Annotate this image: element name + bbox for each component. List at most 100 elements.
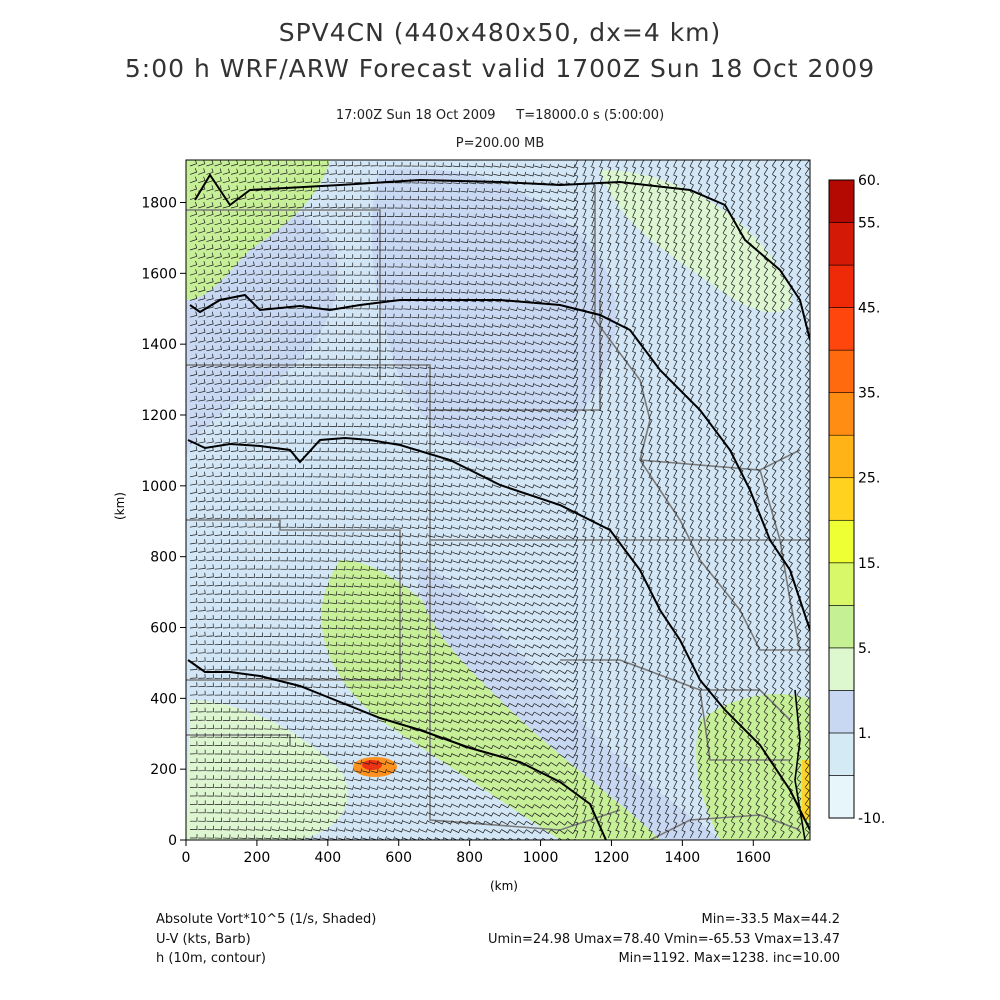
wind-barb [304, 219, 313, 226]
wind-barb [239, 387, 247, 394]
wind-barb [222, 362, 231, 368]
wind-barb [689, 249, 694, 259]
wind-barb [337, 490, 346, 495]
wind-barb [189, 294, 198, 301]
wind-barb [493, 272, 502, 278]
wind-barb [558, 383, 568, 388]
wind-barb [370, 431, 379, 436]
wind-barb [263, 463, 272, 469]
wind-barb [370, 684, 379, 689]
wind-barb [403, 237, 411, 243]
wind-barb [771, 434, 777, 444]
wind-barb [656, 317, 661, 326]
wind-barb [353, 481, 362, 487]
wind-barb [689, 443, 694, 452]
wind-barb [353, 330, 362, 335]
wind-barb [476, 660, 486, 665]
wind-barb [198, 480, 206, 486]
wind-barb [517, 677, 527, 683]
wind-barb [615, 661, 620, 671]
wind-barb [796, 644, 802, 654]
wind-barb [452, 356, 461, 362]
wind-barb [362, 203, 370, 209]
wind-barb [517, 661, 527, 666]
wind-barb [722, 611, 727, 620]
wind-barb [739, 678, 744, 687]
wind-barb [239, 598, 247, 604]
wind-barb [214, 640, 222, 646]
wind-barb [656, 552, 661, 561]
wind-barb [590, 493, 595, 503]
wind-barb [501, 264, 510, 269]
wind-barb [656, 199, 661, 209]
wind-barb [263, 624, 272, 629]
wind-barb [558, 450, 568, 455]
wind-barb [640, 653, 645, 662]
wind-barb [452, 592, 461, 598]
wind-barb [582, 233, 587, 242]
wind-barb [485, 702, 494, 707]
wind-barb [394, 187, 403, 192]
wind-barb [230, 413, 239, 419]
wind-barb [353, 692, 363, 698]
wind-barb [631, 359, 637, 368]
wind-barb [573, 686, 579, 696]
wind-barb [476, 618, 486, 623]
wind-barb [419, 398, 428, 403]
wind-barb [476, 466, 486, 471]
wind-barb [206, 277, 214, 284]
wind-barb [304, 574, 313, 579]
wind-barb [664, 434, 670, 444]
wind-barb [485, 407, 494, 412]
wind-barb [452, 221, 461, 227]
wind-barb [739, 594, 744, 603]
wind-barb [796, 250, 802, 259]
wind-barb [403, 499, 412, 504]
wind-barb [444, 508, 453, 513]
wind-barb [501, 399, 510, 404]
wind-barb [378, 237, 387, 243]
wind-barb [288, 346, 296, 352]
wind-barb [714, 241, 719, 251]
wind-barb [673, 359, 678, 368]
wind-barb [329, 312, 337, 318]
wind-barb [353, 397, 362, 402]
wind-barb [550, 206, 559, 211]
wind-barb [615, 695, 620, 704]
wind-barb [607, 485, 612, 494]
wind-barb [353, 389, 362, 394]
wind-barb [640, 317, 645, 326]
wind-barb [558, 349, 568, 354]
wind-barb [631, 468, 637, 477]
wind-barb [222, 168, 230, 175]
wind-barb [313, 414, 321, 419]
wind-barb [623, 334, 628, 343]
wind-barb [698, 417, 703, 427]
wind-barb [648, 468, 653, 477]
wind-barb [567, 349, 576, 354]
wind-barb [386, 676, 395, 681]
wind-barb [780, 250, 785, 259]
wind-barb [378, 246, 387, 251]
wind-barb [280, 607, 288, 612]
wind-barb [542, 661, 552, 666]
wind-barb [468, 567, 478, 572]
wind-barb [378, 608, 387, 614]
wind-barb [444, 575, 453, 581]
wind-barb [607, 376, 612, 385]
wind-barb [673, 258, 678, 267]
wind-barb [288, 253, 296, 259]
wind-barb [263, 556, 272, 562]
wind-barb [623, 443, 628, 452]
wind-barb [763, 695, 769, 704]
wind-barb [804, 224, 810, 234]
wind-barb [411, 684, 420, 690]
wind-barb [214, 421, 222, 427]
wind-barb [771, 342, 777, 351]
wind-barb [321, 329, 329, 335]
wind-barb [582, 586, 587, 595]
wind-barb [788, 367, 793, 377]
wind-barb [435, 347, 444, 353]
wind-barb [493, 702, 502, 708]
wind-barb [706, 409, 711, 419]
